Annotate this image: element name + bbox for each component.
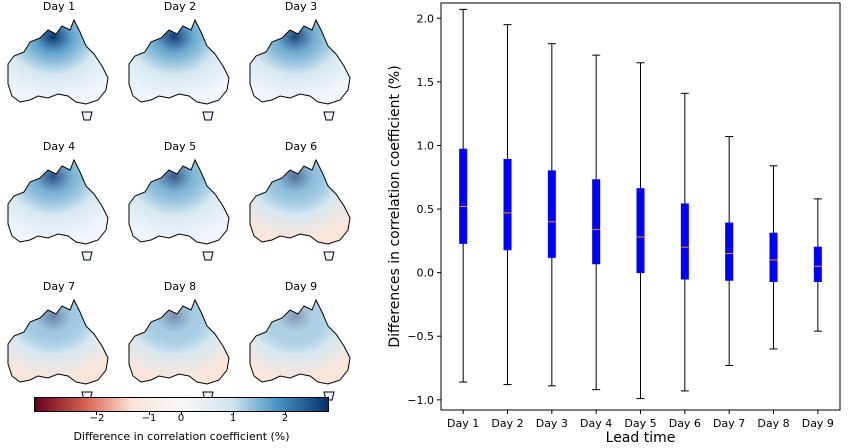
- box-7: [725, 136, 734, 366]
- colorbar-tick-mark: [96, 412, 97, 415]
- map-title: Day 4: [42, 140, 76, 153]
- y-tick-label: 1.0: [417, 139, 435, 152]
- x-tick-label: Day 3: [536, 417, 568, 430]
- map-title: Day 3: [284, 0, 318, 13]
- tasmania-outline: [202, 251, 214, 261]
- map-title: Day 9: [284, 280, 318, 293]
- mainland-outline: [249, 158, 351, 245]
- mainland-outline: [7, 298, 109, 385]
- x-tick-label: Day 1: [447, 417, 479, 430]
- mainland-outline: [128, 158, 230, 245]
- box-5: [636, 62, 645, 400]
- box-6: [680, 92, 689, 392]
- y-axis-ticks: −1.0 −0.5 0.0 0.5 1.0 1.5 2.0: [407, 12, 441, 407]
- australia-map: [249, 158, 351, 261]
- australia-map: [128, 298, 230, 401]
- colorbar-tick-mark: [181, 412, 182, 415]
- box-3: [547, 43, 556, 387]
- colorbar-tick-mark: [149, 412, 150, 415]
- australia-map: [128, 158, 230, 261]
- x-tick-label: Day 9: [802, 417, 834, 430]
- map-cell-day-1: Day 1: [0, 0, 118, 130]
- map-title: Day 6: [284, 140, 318, 153]
- y-tick-label: 1.5: [417, 76, 435, 89]
- iqr-box: [769, 232, 778, 283]
- mainland-outline: [7, 18, 109, 105]
- colorbar: −2 −1 0 1 2: [34, 397, 329, 424]
- x-tick-label: Day 6: [669, 417, 701, 430]
- y-tick-label: −1.0: [407, 394, 434, 407]
- mainland-outline: [128, 18, 230, 105]
- map-title: Day 2: [163, 0, 197, 13]
- map-cell-day-5: Day 5: [121, 140, 239, 270]
- australia-map: [7, 158, 109, 261]
- box-1: [459, 8, 468, 383]
- y-tick-label: −0.5: [407, 330, 434, 343]
- iqr-box: [592, 179, 601, 265]
- boxes: [459, 8, 822, 400]
- map-title: Day 1: [42, 0, 76, 13]
- iqr-box: [813, 246, 822, 283]
- tasmania-outline: [81, 251, 93, 261]
- map-cell-day-4: Day 4: [0, 140, 118, 270]
- colorbar-tick-label: 2: [281, 413, 289, 424]
- colorbar-tick-mark: [233, 412, 234, 415]
- mainland-outline: [128, 298, 230, 385]
- iqr-box: [636, 188, 645, 274]
- australia-map: [7, 18, 109, 121]
- box-9: [813, 198, 822, 332]
- colorbar-tick-label: −2: [89, 413, 105, 424]
- iqr-box: [503, 158, 512, 251]
- y-tick-label: 0.5: [417, 203, 435, 216]
- x-axis-label: Lead time: [606, 430, 676, 444]
- colorbar-tick-label: 1: [229, 413, 237, 424]
- australia-map: [128, 18, 230, 121]
- tasmania-outline: [323, 251, 335, 261]
- x-axis-ticks: Day 1 Day 2 Day 3 Day 4 Day 5 Day 6 Day 7 Day 8…: [447, 410, 834, 430]
- box-4: [592, 54, 601, 391]
- iqr-box: [547, 170, 556, 258]
- australia-map: [249, 298, 351, 401]
- iqr-box: [459, 148, 468, 244]
- x-tick-label: Day 2: [491, 417, 523, 430]
- map-title: Day 5: [163, 140, 197, 153]
- map-cell-day-2: Day 2: [121, 0, 239, 130]
- map-panel: Day 1 Day 2 Day 3 Day 4 Day 5 Day 6 Day …: [0, 0, 360, 444]
- tasmania-outline: [323, 111, 335, 121]
- x-tick-label: Day 5: [624, 417, 656, 430]
- australia-map: [7, 298, 109, 401]
- x-tick-label: Day 4: [580, 417, 612, 430]
- mainland-outline: [249, 18, 351, 105]
- box-8: [769, 165, 778, 350]
- map-cell-day-7: Day 7: [0, 280, 118, 410]
- iqr-box: [680, 203, 689, 280]
- map-cell-day-9: Day 9: [242, 280, 360, 410]
- x-tick-label: Day 7: [713, 417, 745, 430]
- colorbar-tick-label: −1: [141, 413, 157, 424]
- map-cell-day-6: Day 6: [242, 140, 360, 270]
- tasmania-outline: [202, 111, 214, 121]
- iqr-box: [725, 222, 734, 281]
- x-tick-label: Day 8: [757, 417, 789, 430]
- map-cell-day-3: Day 3: [242, 0, 360, 130]
- y-axis-label: Differences in correlation coefficient (…: [387, 65, 403, 347]
- tasmania-outline: [81, 111, 93, 121]
- mainland-outline: [249, 298, 351, 385]
- box-2: [503, 24, 512, 386]
- y-tick-label: 0.0: [417, 267, 435, 280]
- y-tick-label: 2.0: [417, 12, 435, 25]
- colorbar-tick-label: 0: [177, 413, 185, 424]
- map-cell-day-8: Day 8: [121, 280, 239, 410]
- map-title: Day 8: [163, 280, 197, 293]
- colorbar-tick-mark: [285, 412, 286, 415]
- australia-map: [249, 18, 351, 121]
- mainland-outline: [7, 158, 109, 245]
- colorbar-gradient: [34, 397, 329, 412]
- colorbar-label: Difference in correlation coefficient (%…: [73, 430, 290, 443]
- map-title: Day 7: [42, 280, 76, 293]
